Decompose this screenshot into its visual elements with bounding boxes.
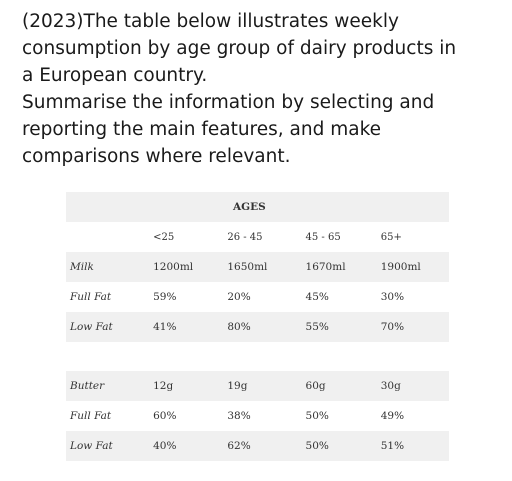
column-header: 65+ xyxy=(380,231,402,243)
ages-header-label: AGES xyxy=(233,201,266,213)
section-spacer xyxy=(66,342,449,371)
column-header-row: <25 26 - 45 45 - 65 65+ xyxy=(66,222,449,252)
column-header: 26 - 45 xyxy=(227,231,263,243)
column-header: <25 xyxy=(153,231,175,243)
table-cell: 12g xyxy=(153,380,174,392)
table-cell: 51% xyxy=(380,440,405,452)
table-cell: 70% xyxy=(380,321,405,333)
row-label: Butter xyxy=(70,380,105,392)
table-cell: 30g xyxy=(380,380,401,392)
table-row-butter-low-fat: Low Fat 40% 62% 50% 51% xyxy=(66,431,449,461)
table-cell: 20% xyxy=(227,291,251,303)
table-cell: 19g xyxy=(227,380,248,392)
table-row-milk-low-fat: Low Fat 41% 80% 55% 70% xyxy=(66,312,449,342)
row-label: Milk xyxy=(70,261,94,273)
table-cell: 45% xyxy=(305,291,329,303)
table-cell: 59% xyxy=(153,291,177,303)
table-cell: 1650ml xyxy=(227,261,268,273)
row-label: Low Fat xyxy=(70,321,113,333)
table-cell: 80% xyxy=(227,321,251,333)
table-cell: 1670ml xyxy=(305,261,346,273)
prompt-line: comparisons where relevant. xyxy=(22,146,291,167)
prompt-line: consumption by age group of dairy produc… xyxy=(22,38,457,59)
table-cell: 40% xyxy=(153,440,177,452)
dairy-consumption-table: AGES <25 26 - 45 45 - 65 65+ Milk 1200ml… xyxy=(66,192,449,461)
table-cell: 1200ml xyxy=(153,261,194,273)
table-cell: 38% xyxy=(227,410,251,422)
table-cell: 41% xyxy=(153,321,177,333)
table-cell: 49% xyxy=(380,410,405,422)
row-label: Low Fat xyxy=(70,440,113,452)
task-prompt: (2023)The table below illustrates weekly… xyxy=(22,8,502,170)
column-header: 45 - 65 xyxy=(305,231,341,243)
prompt-line: a European country. xyxy=(22,65,208,86)
table-row-milk-full-fat: Full Fat 59% 20% 45% 30% xyxy=(66,282,449,312)
table-cell: 50% xyxy=(305,410,329,422)
prompt-line: (2023)The table below illustrates weekly xyxy=(22,11,399,32)
table-row-butter: Butter 12g 19g 60g 30g xyxy=(66,371,449,401)
table-cell: 60% xyxy=(153,410,177,422)
row-label: Full Fat xyxy=(70,410,112,422)
table-cell: 50% xyxy=(305,440,329,452)
ages-group-header: AGES xyxy=(66,192,449,222)
table-cell: 62% xyxy=(227,440,251,452)
table-row-milk: Milk 1200ml 1650ml 1670ml 1900ml xyxy=(66,252,449,282)
table-cell: 30% xyxy=(380,291,405,303)
prompt-line: Summarise the information by selecting a… xyxy=(22,92,435,113)
row-label: Full Fat xyxy=(70,291,112,303)
table-cell: 55% xyxy=(305,321,329,333)
prompt-line: reporting the main features, and make xyxy=(22,119,382,140)
table-row-butter-full-fat: Full Fat 60% 38% 50% 49% xyxy=(66,401,449,431)
table-cell: 60g xyxy=(305,380,326,392)
table-cell: 1900ml xyxy=(380,261,421,273)
